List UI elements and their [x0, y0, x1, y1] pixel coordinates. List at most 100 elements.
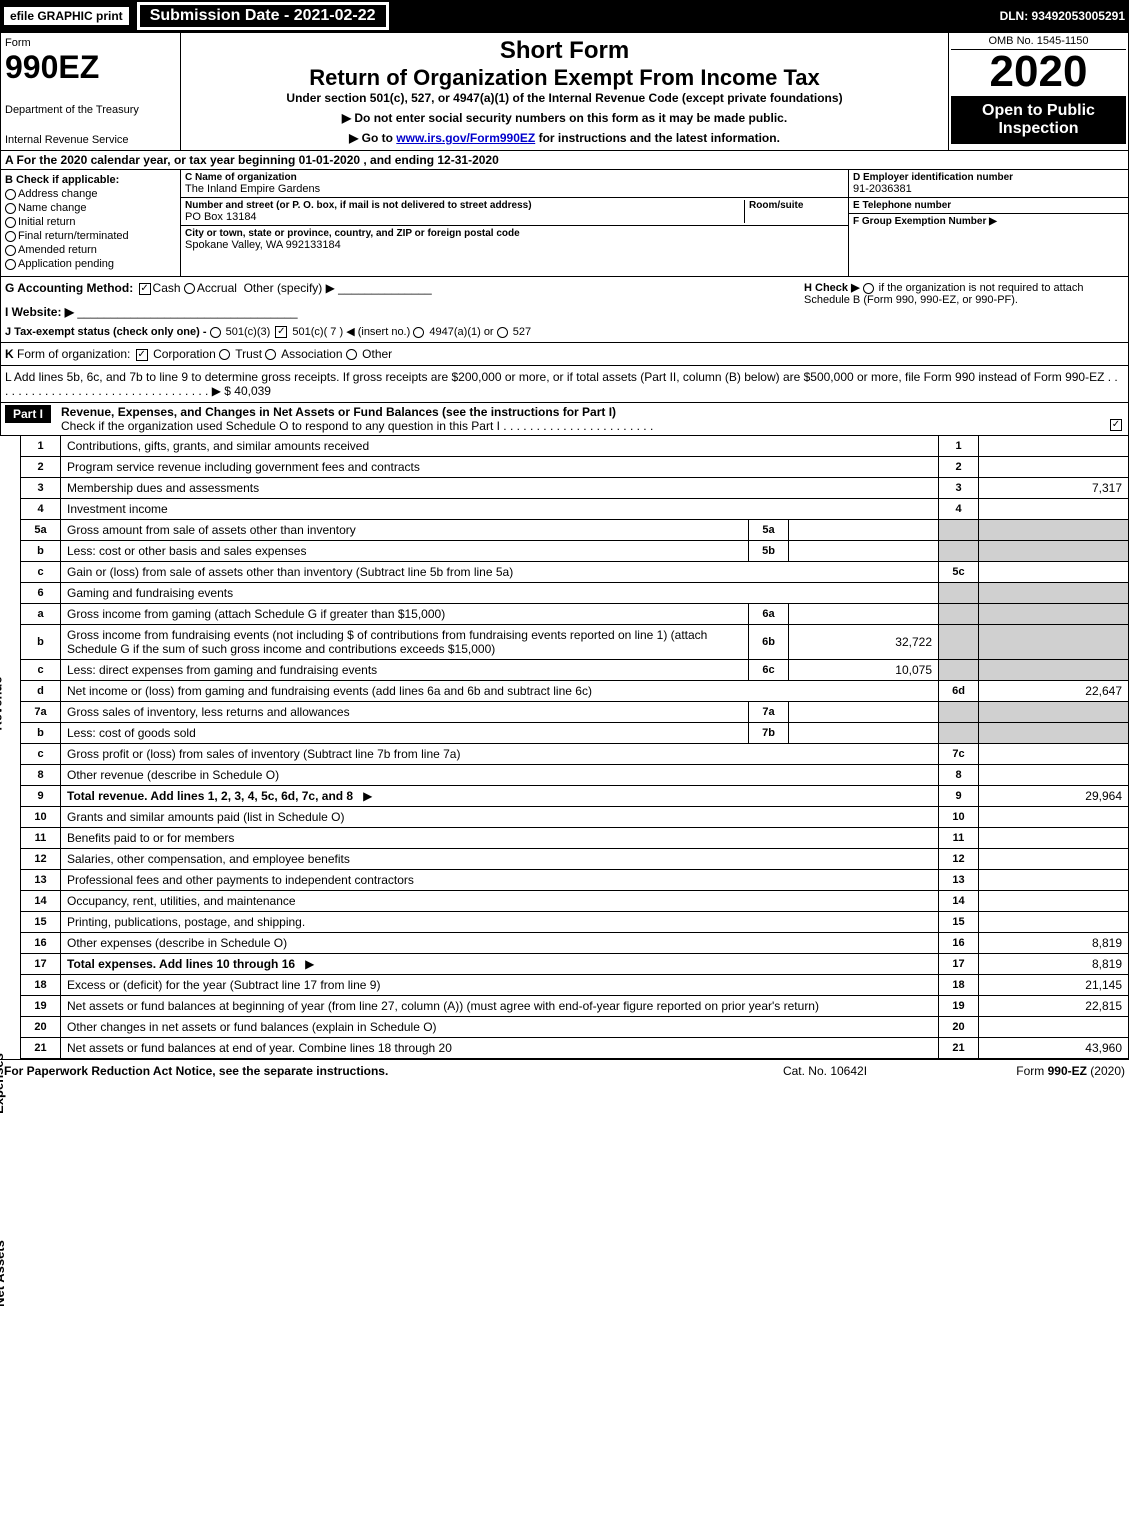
chk-final-return[interactable]: Final return/terminated	[5, 230, 176, 242]
row-9: 9Total revenue. Add lines 1, 2, 3, 4, 5c…	[21, 786, 1129, 807]
row-13: 13Professional fees and other payments t…	[21, 870, 1129, 891]
form-number: 990EZ	[5, 49, 176, 86]
irs-link-note: ▶ Go to www.irs.gov/Form990EZ for instru…	[185, 131, 944, 145]
row-16: 16Other expenses (describe in Schedule O…	[21, 933, 1129, 954]
row-5b: bLess: cost or other basis and sales exp…	[21, 541, 1129, 562]
chk-527[interactable]	[497, 327, 508, 338]
row-4: 4Investment income4	[21, 499, 1129, 520]
chk-corporation[interactable]	[136, 349, 148, 361]
part1-header-row: Part I Revenue, Expenses, and Changes in…	[0, 403, 1129, 436]
city-cell: City or town, state or province, country…	[181, 226, 848, 253]
website-row: I Website: ▶ ___________________________…	[5, 305, 804, 319]
org-name-label: C Name of organization	[185, 172, 844, 183]
form-header: Form 990EZ Department of the Treasury In…	[0, 32, 1129, 151]
chk-address-change[interactable]: Address change	[5, 188, 176, 200]
city-value: Spokane Valley, WA 992133184	[185, 239, 844, 251]
row-18: 18Excess or (deficit) for the year (Subt…	[21, 975, 1129, 996]
row-14: 14Occupancy, rent, utilities, and mainte…	[21, 891, 1129, 912]
chk-name-change[interactable]: Name change	[5, 202, 176, 214]
financial-table: 1Contributions, gifts, grants, and simil…	[20, 436, 1129, 1059]
row-6d: dNet income or (loss) from gaming and fu…	[21, 681, 1129, 702]
row-7b: bLess: cost of goods sold7b	[21, 723, 1129, 744]
under-section-text: Under section 501(c), 527, or 4947(a)(1)…	[185, 91, 944, 105]
chk-4947[interactable]	[413, 327, 424, 338]
accounting-method: G Accounting Method: Cash Accrual Other …	[5, 281, 804, 295]
chk-initial-return[interactable]: Initial return	[5, 216, 176, 228]
return-title: Return of Organization Exempt From Incom…	[185, 65, 944, 91]
row-6c: cLess: direct expenses from gaming and f…	[21, 660, 1129, 681]
addr-label: Number and street (or P. O. box, if mail…	[185, 200, 744, 211]
tax-exempt-status: J Tax-exempt status (check only one) - 5…	[5, 325, 804, 338]
row-g-h: G Accounting Method: Cash Accrual Other …	[0, 277, 1129, 343]
part1-label: Part I	[5, 405, 51, 423]
ein-value: 91-2036381	[853, 183, 1124, 195]
col-b-header: B Check if applicable:	[5, 174, 176, 186]
part1-check-text: Check if the organization used Schedule …	[61, 419, 653, 433]
room-label: Room/suite	[749, 200, 844, 211]
row-20: 20Other changes in net assets or fund ba…	[21, 1017, 1129, 1038]
city-label: City or town, state or province, country…	[185, 228, 844, 239]
chk-schedule-o[interactable]	[1110, 419, 1122, 431]
row-7c: cGross profit or (loss) from sales of in…	[21, 744, 1129, 765]
irs-link[interactable]: www.irs.gov/Form990EZ	[396, 131, 535, 145]
paperwork-notice: For Paperwork Reduction Act Notice, see …	[4, 1064, 725, 1078]
dln-number: DLN: 93492053005291	[1000, 9, 1125, 23]
submission-date: Submission Date - 2021-02-22	[137, 2, 389, 30]
form-word: Form	[5, 37, 176, 49]
group-exemption-cell: F Group Exemption Number ▶	[849, 214, 1128, 276]
side-label-net: Net Assets	[0, 1240, 7, 1307]
header-center: Short Form Return of Organization Exempt…	[181, 33, 948, 150]
side-label-revenue: Revenue	[0, 676, 5, 730]
chk-cash[interactable]	[139, 283, 151, 295]
cat-number: Cat. No. 10642I	[725, 1064, 925, 1078]
row-11: 11Benefits paid to or for members11	[21, 828, 1129, 849]
addr-cell: Number and street (or P. O. box, if mail…	[181, 198, 848, 226]
dept-irs: Internal Revenue Service	[5, 134, 176, 146]
row-8: 8Other revenue (describe in Schedule O)8	[21, 765, 1129, 786]
chk-application-pending[interactable]: Application pending	[5, 258, 176, 270]
chk-501c3[interactable]	[210, 327, 221, 338]
row-1: 1Contributions, gifts, grants, and simil…	[21, 436, 1129, 457]
page-footer: For Paperwork Reduction Act Notice, see …	[0, 1059, 1129, 1082]
chk-schedule-b[interactable]	[863, 283, 874, 294]
ein-label: D Employer identification number	[853, 172, 1124, 183]
header-left: Form 990EZ Department of the Treasury In…	[1, 33, 181, 150]
column-b-checkboxes: B Check if applicable: Address change Na…	[1, 170, 181, 276]
ssn-warning: ▶ Do not enter social security numbers o…	[185, 111, 944, 125]
chk-trust[interactable]	[219, 349, 230, 360]
chk-association[interactable]	[265, 349, 276, 360]
short-form-title: Short Form	[185, 37, 944, 65]
row-2: 2Program service revenue including gover…	[21, 457, 1129, 478]
row-21: 21Net assets or fund balances at end of …	[21, 1038, 1129, 1059]
row-12: 12Salaries, other compensation, and empl…	[21, 849, 1129, 870]
chk-accrual[interactable]	[184, 283, 195, 294]
efile-badge[interactable]: efile GRAPHIC print	[4, 7, 129, 25]
row-5c: cGain or (loss) from sale of assets othe…	[21, 562, 1129, 583]
ein-cell: D Employer identification number 91-2036…	[849, 170, 1128, 198]
tel-cell: E Telephone number	[849, 198, 1128, 214]
row-6: 6Gaming and fundraising events	[21, 583, 1129, 604]
row-10: 10Grants and similar amounts paid (list …	[21, 807, 1129, 828]
header-right: OMB No. 1545-1150 2020 Open to Public In…	[948, 33, 1128, 150]
row-17: 17Total expenses. Add lines 10 through 1…	[21, 954, 1129, 975]
chk-501c[interactable]	[275, 326, 287, 338]
org-name: The Inland Empire Gardens	[185, 183, 844, 195]
row-19: 19Net assets or fund balances at beginni…	[21, 996, 1129, 1017]
row-7a: 7aGross sales of inventory, less returns…	[21, 702, 1129, 723]
org-name-cell: C Name of organization The Inland Empire…	[181, 170, 848, 198]
addr-value: PO Box 13184	[185, 211, 744, 223]
row-15: 15Printing, publications, postage, and s…	[21, 912, 1129, 933]
chk-other-org[interactable]	[346, 349, 357, 360]
column-c-org-info: C Name of organization The Inland Empire…	[181, 170, 848, 276]
dept-treasury: Department of the Treasury	[5, 104, 176, 116]
row-3: 3Membership dues and assessments37,317	[21, 478, 1129, 499]
tax-year: 2020	[951, 50, 1126, 94]
info-block: B Check if applicable: Address change Na…	[0, 170, 1129, 277]
row-l: L Add lines 5b, 6c, and 7b to line 9 to …	[0, 366, 1129, 403]
chk-amended-return[interactable]: Amended return	[5, 244, 176, 256]
form-footer-label: Form 990-EZ (2020)	[925, 1064, 1125, 1078]
h-check: H Check ▶ if the organization is not req…	[804, 281, 1124, 338]
row-k: K Form of organization: Corporation Trus…	[0, 343, 1129, 366]
tel-label: E Telephone number	[853, 200, 1124, 211]
row-6a: aGross income from gaming (attach Schedu…	[21, 604, 1129, 625]
